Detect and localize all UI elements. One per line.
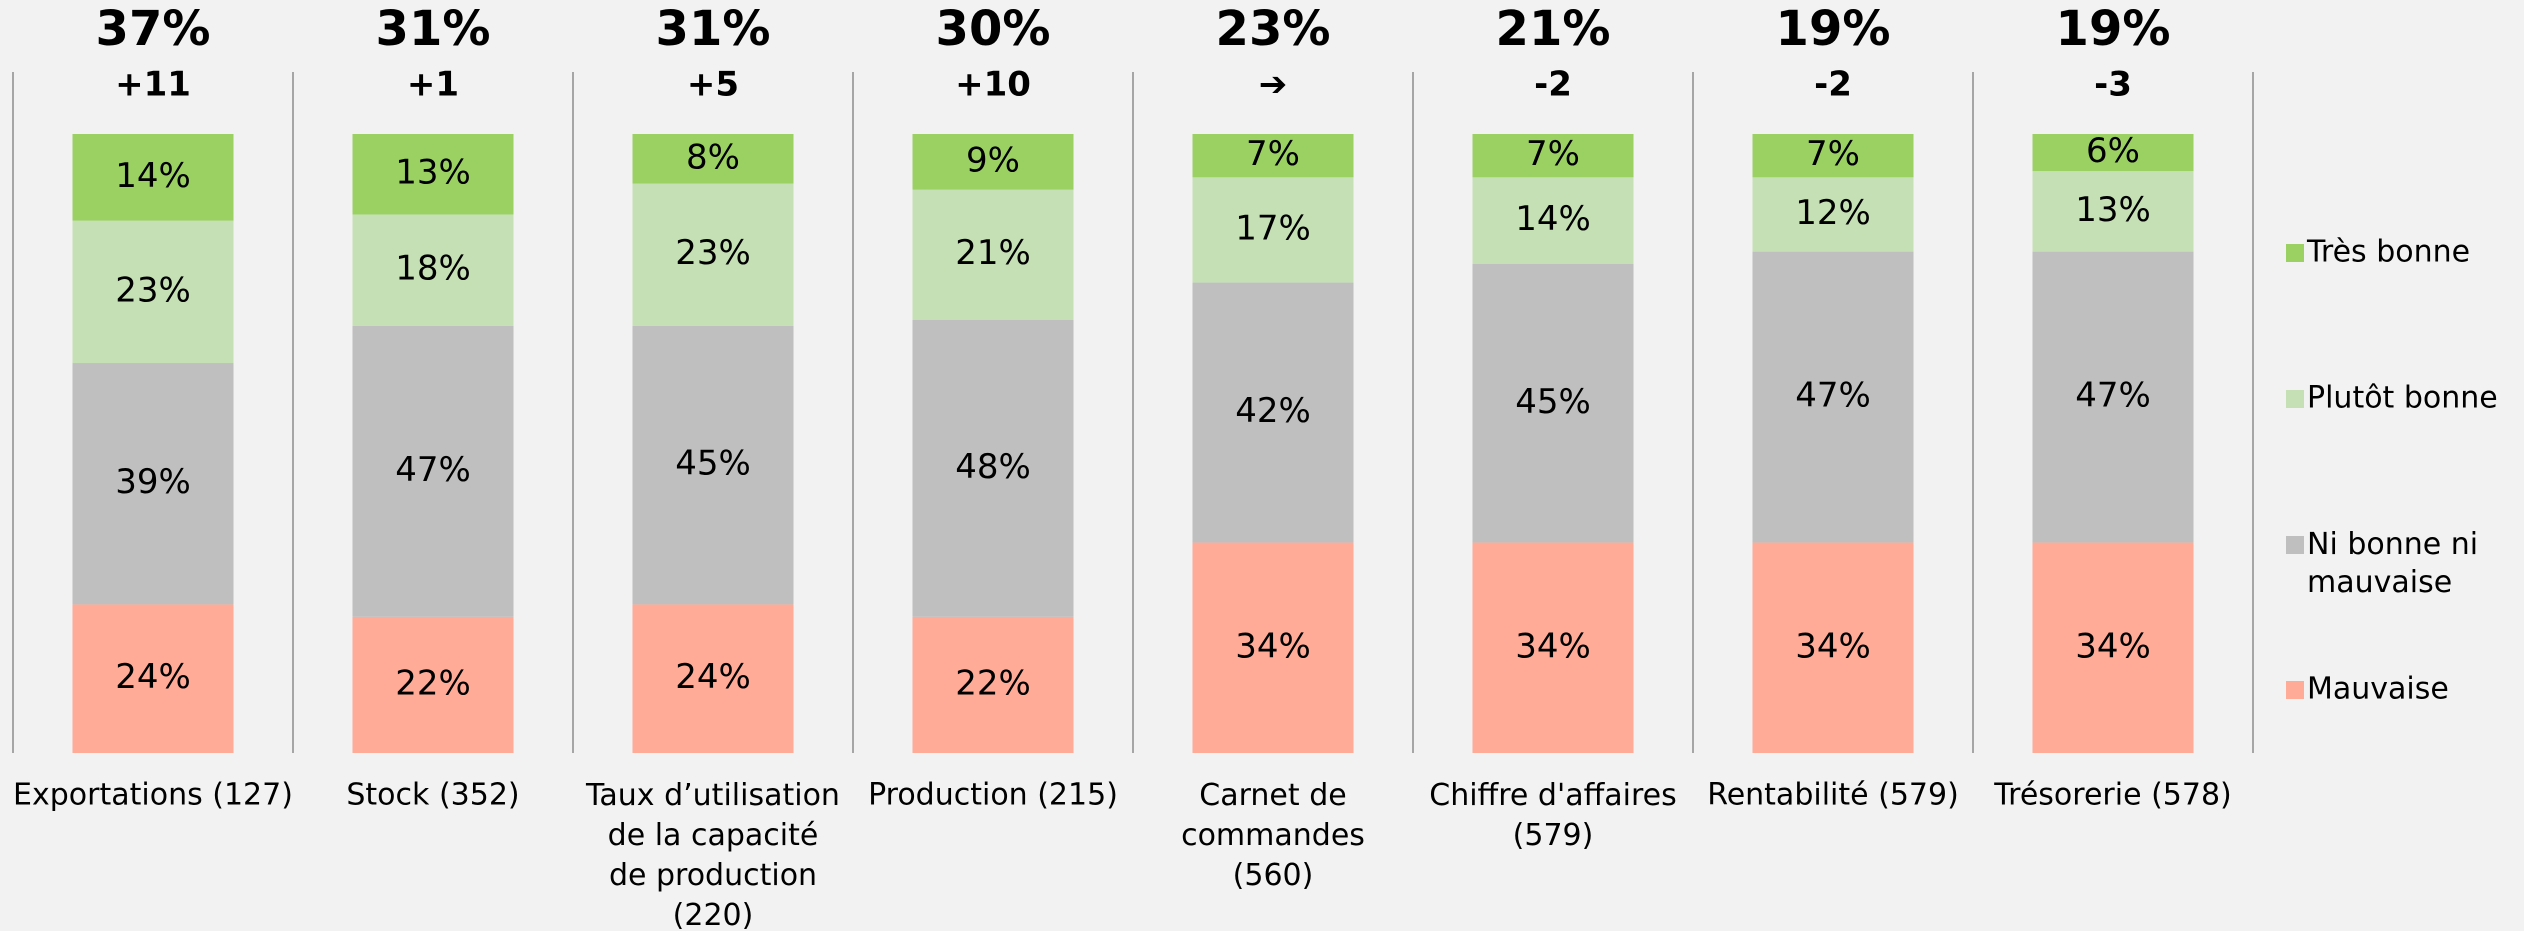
bar-segment	[2032, 134, 2194, 172]
change-label: -3	[2094, 65, 2132, 105]
x-tick-label: Stock (352)	[346, 778, 519, 813]
bar-segment	[1472, 177, 1634, 264]
x-tick-label: Taux d’utilisation de la capacité de produ…	[585, 778, 840, 931]
value-label: 7%	[1806, 134, 1860, 174]
legend-swatch	[2286, 390, 2304, 408]
bar-segment	[1472, 263, 1634, 543]
total-label: 37%	[96, 1, 211, 57]
bar-segment	[912, 319, 1074, 617]
x-tick-label: Carnet de commandes (560)	[1181, 778, 1365, 893]
value-label: 13%	[2075, 190, 2151, 230]
total-label: 31%	[656, 1, 771, 57]
bar-segment	[1472, 134, 1634, 178]
x-tick-label: Rentabilité (579)	[1707, 778, 1959, 813]
change-label: -2	[1814, 65, 1852, 105]
x-tick-label: Chiffre d'affaires (579)	[1429, 778, 1676, 853]
value-label: 14%	[115, 156, 191, 196]
bar-segment	[352, 616, 514, 753]
value-label: 47%	[395, 450, 471, 490]
bar-segment	[1192, 282, 1354, 543]
legend-swatch	[2286, 536, 2304, 554]
value-label: 34%	[1515, 626, 1591, 666]
value-label: 18%	[395, 249, 471, 289]
legend-label: Plutôt bonne	[2307, 381, 2498, 416]
value-label: 9%	[966, 140, 1020, 180]
bar-segment	[632, 325, 794, 605]
value-label: 23%	[675, 233, 751, 273]
value-label: 24%	[675, 657, 751, 697]
value-label: 21%	[955, 233, 1031, 273]
value-label: 23%	[115, 270, 191, 310]
x-tick-label: Exportations (127)	[13, 778, 293, 813]
change-label: ➔	[1259, 65, 1288, 105]
change-label: -2	[1534, 65, 1572, 105]
value-label: 22%	[395, 663, 471, 703]
value-label: 7%	[1246, 134, 1300, 174]
total-label: 21%	[1496, 1, 1611, 57]
bar-segment	[632, 134, 794, 184]
bar-segment	[2032, 542, 2194, 753]
total-label: 19%	[2056, 1, 2171, 57]
bar-segment	[1752, 177, 1914, 252]
value-label: 24%	[115, 657, 191, 697]
value-label: 22%	[955, 663, 1031, 703]
bar-segment	[352, 134, 514, 215]
legend-label: Très bonne	[2306, 235, 2470, 270]
total-label: 30%	[936, 1, 1051, 57]
legend-swatch	[2286, 681, 2304, 699]
bar-segment	[1752, 251, 1914, 543]
total-label: 31%	[376, 1, 491, 57]
total-label: 19%	[1776, 1, 1891, 57]
value-label: 42%	[1235, 391, 1311, 431]
bar-segment	[1192, 177, 1354, 283]
legend-label: Mauvaise	[2307, 672, 2449, 707]
value-label: 7%	[1526, 134, 1580, 174]
bar-segment	[912, 134, 1074, 190]
value-label: 47%	[2075, 376, 2151, 416]
bar-segment	[1192, 542, 1354, 753]
change-label: +10	[955, 65, 1031, 105]
bar-segment	[1472, 542, 1634, 753]
bar-segment	[632, 604, 794, 753]
change-label: +1	[407, 65, 459, 105]
value-label: 39%	[115, 462, 191, 502]
value-label: 8%	[686, 137, 740, 177]
change-label: +11	[115, 65, 191, 105]
bar-segment	[632, 183, 794, 326]
value-label: 47%	[1795, 376, 1871, 416]
value-label: 34%	[1795, 626, 1871, 666]
bar-segment	[72, 604, 234, 753]
x-tick-label: Production (215)	[868, 778, 1118, 813]
value-label: 45%	[1515, 382, 1591, 422]
x-tick-label: Trésorerie (578)	[1993, 778, 2232, 813]
value-label: 6%	[2086, 131, 2140, 171]
total-label: 23%	[1216, 1, 1331, 57]
bar-segment	[352, 214, 514, 326]
value-label: 34%	[2075, 626, 2151, 666]
bar-segment	[72, 220, 234, 364]
bar-segment	[2032, 251, 2194, 543]
bar-segment	[352, 325, 514, 617]
value-label: 14%	[1515, 199, 1591, 239]
bar-segment	[72, 134, 234, 221]
change-label: +5	[687, 65, 739, 105]
bar-segment	[1192, 134, 1354, 178]
value-label: 45%	[675, 444, 751, 484]
bar-segment	[912, 189, 1074, 320]
bar-segment	[1752, 542, 1914, 753]
bar-segment	[912, 616, 1074, 753]
bar-segment	[1752, 134, 1914, 178]
bar-segment	[72, 363, 234, 605]
value-label: 17%	[1235, 208, 1311, 248]
value-label: 48%	[955, 447, 1031, 487]
legend-swatch	[2286, 244, 2304, 262]
value-label: 12%	[1795, 193, 1871, 233]
legend-label: Ni bonne ni mauvaise	[2307, 527, 2478, 600]
value-label: 13%	[395, 153, 471, 193]
bar-segment	[2032, 171, 2194, 252]
value-label: 34%	[1235, 626, 1311, 666]
